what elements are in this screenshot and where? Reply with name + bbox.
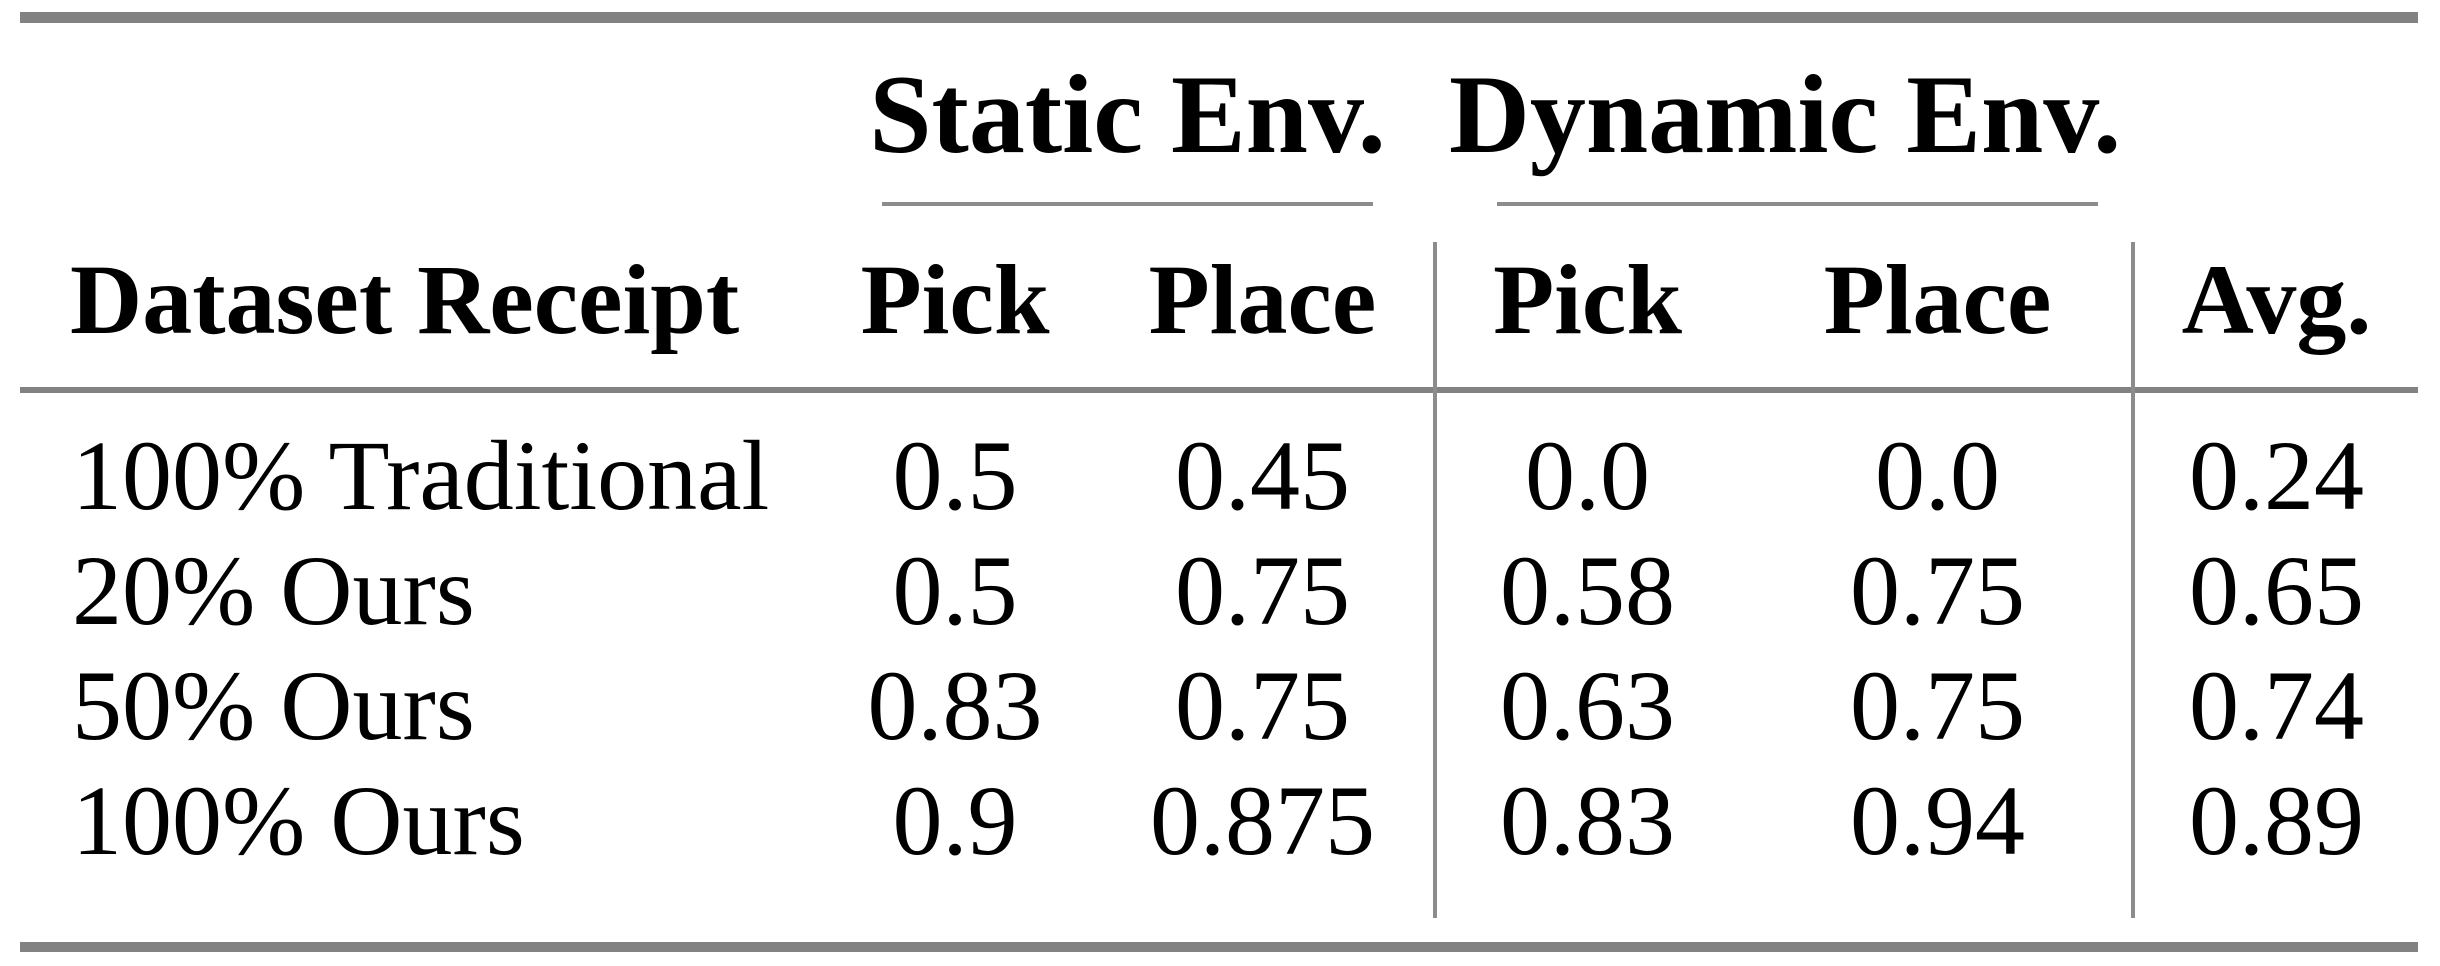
cell-static-pick: 0.5 xyxy=(892,420,1018,531)
cell-dynamic-place: 0.94 xyxy=(1850,765,2025,876)
dynamic-pick-header: Pick xyxy=(1493,244,1682,355)
row-label: 50% Ours xyxy=(72,650,475,761)
dynamic-place-header: Place xyxy=(1823,244,2052,355)
cell-static-place: 0.75 xyxy=(1175,650,1350,761)
row-label: 100% Traditional xyxy=(72,420,770,531)
group-header-dynamic: Dynamic Env. xyxy=(1435,23,2135,206)
bottom-rule xyxy=(20,942,2418,952)
cell-dynamic-pick: 0.0 xyxy=(1525,420,1650,531)
table-row: 20% Ours 0.5 0.75 0.58 0.75 0.65 xyxy=(20,533,2418,648)
static-env-group-label: Static Env. xyxy=(869,52,1386,177)
dataset-receipt-header: Dataset Receipt xyxy=(70,244,740,355)
body-top-spacer xyxy=(20,393,2418,418)
cell-dynamic-pick: 0.83 xyxy=(1500,765,1675,876)
cell-dynamic-place: 0.0 xyxy=(1875,420,2000,531)
row-label: 100% Ours xyxy=(72,765,525,876)
avg-header: Avg. xyxy=(2181,244,2372,355)
table-row: 100% Ours 0.9 0.875 0.83 0.94 0.89 xyxy=(20,763,2418,878)
row-label: 20% Ours xyxy=(72,535,475,646)
cell-avg: 0.24 xyxy=(2189,420,2365,531)
vertical-rule-dynamic-avg xyxy=(2131,242,2135,918)
group-header-row: Static Env. Dynamic Env. xyxy=(20,23,2418,206)
cell-static-pick: 0.5 xyxy=(892,535,1018,646)
static-env-cmidrule xyxy=(882,202,1373,206)
cell-dynamic-place: 0.75 xyxy=(1850,535,2025,646)
cell-static-place: 0.45 xyxy=(1175,420,1350,531)
cell-static-place: 0.75 xyxy=(1175,535,1350,646)
group-header-empty-cell xyxy=(20,23,820,206)
static-pick-header: Pick xyxy=(860,244,1050,355)
static-place-header: Place xyxy=(1148,244,1377,355)
column-header-row: Dataset Receipt Pick Place Pick Place Av… xyxy=(20,206,2418,393)
cell-dynamic-place: 0.75 xyxy=(1850,650,2025,761)
header-mid-rule xyxy=(20,387,2418,393)
cell-avg: 0.89 xyxy=(2189,765,2365,876)
cell-avg: 0.74 xyxy=(2189,650,2365,761)
cell-dynamic-pick: 0.58 xyxy=(1500,535,1675,646)
cell-static-pick: 0.9 xyxy=(892,765,1018,876)
cell-avg: 0.65 xyxy=(2189,535,2365,646)
results-table: Static Env. Dynamic Env. Dataset Receipt… xyxy=(20,23,2418,878)
table-row: 50% Ours 0.83 0.75 0.63 0.75 0.74 xyxy=(20,648,2418,763)
group-header-static: Static Env. xyxy=(820,23,1435,206)
dynamic-env-group-label: Dynamic Env. xyxy=(1448,52,2122,177)
cell-static-pick: 0.83 xyxy=(867,650,1043,761)
cell-static-place: 0.875 xyxy=(1150,765,1375,876)
cell-dynamic-pick: 0.63 xyxy=(1500,650,1675,761)
table-row: 100% Traditional 0.5 0.45 0.0 0.0 0.24 xyxy=(20,418,2418,533)
top-rule xyxy=(20,12,2418,23)
group-header-avg-empty-cell xyxy=(2135,23,2418,206)
dynamic-env-cmidrule xyxy=(1497,202,2098,206)
vertical-rule-static-dynamic xyxy=(1433,242,1437,918)
